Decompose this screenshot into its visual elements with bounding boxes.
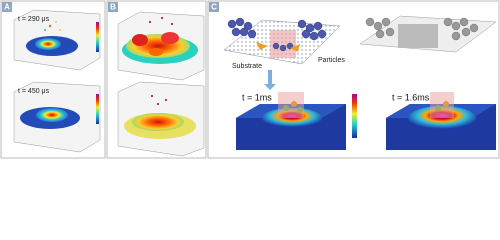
time-label: t = 450 μs bbox=[18, 88, 50, 95]
particle-model-gray bbox=[359, 15, 497, 53]
plot-bottom bbox=[117, 81, 205, 157]
time-label: t = 1ms bbox=[242, 92, 272, 102]
panel-label-box bbox=[108, 2, 118, 12]
arrow-head bbox=[264, 84, 276, 90]
panel-label: A bbox=[4, 3, 10, 12]
panel-a: A t = 290 μs t = 450 μs bbox=[0, 0, 106, 159]
cube-left bbox=[236, 92, 346, 150]
panel-label: C bbox=[211, 3, 217, 12]
panel-label-box bbox=[209, 2, 219, 12]
plot-top bbox=[13, 9, 101, 71]
panel-c: C Substrate Particles t = 1ms t = 1.6ms bbox=[207, 0, 500, 159]
panel-b: B bbox=[106, 0, 207, 159]
time-label: t = 290 μs bbox=[18, 16, 50, 23]
figure: A t = 290 μs t = 450 μs B C Substrate Pa… bbox=[0, 0, 500, 159]
annotation: Substrate bbox=[232, 63, 262, 70]
panel-label-box bbox=[2, 2, 12, 12]
arrow bbox=[268, 70, 272, 84]
cube-right bbox=[386, 92, 496, 150]
time-label: t = 1.6ms bbox=[392, 92, 430, 102]
panel-label: B bbox=[110, 3, 116, 12]
color-bar bbox=[352, 94, 357, 138]
plot-top bbox=[117, 11, 205, 81]
annotation: Particles bbox=[318, 57, 345, 64]
plot-bottom bbox=[13, 81, 101, 153]
particle-model bbox=[223, 17, 341, 65]
